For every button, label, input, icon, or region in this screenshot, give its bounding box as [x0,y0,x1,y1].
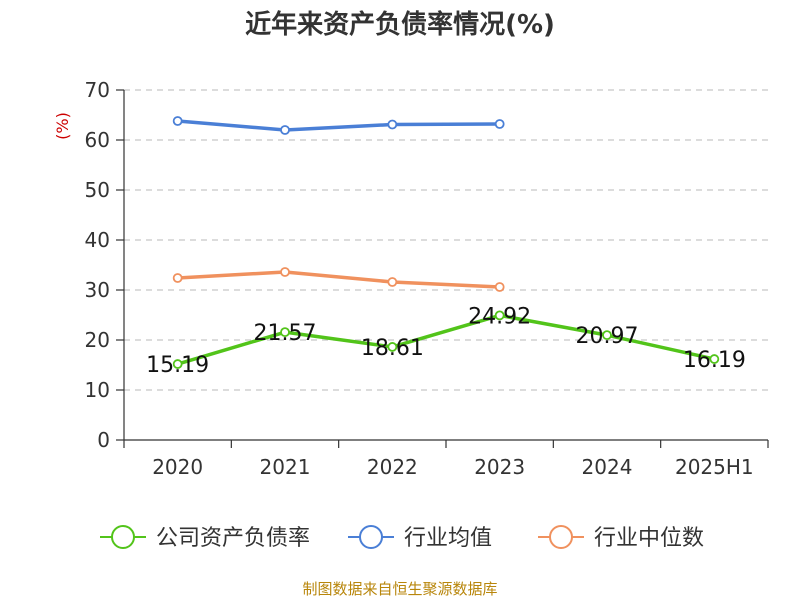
data-label: 21.57 [254,321,317,346]
legend-item-0[interactable]: 公司资产负债率 [100,525,310,551]
data-label: 15.19 [146,353,209,378]
legend-item-1[interactable]: 行业均值 [348,525,492,551]
series-group: 15.19 21.57 18.61 24.92 20.97 16.19 [146,116,746,378]
x-tick-label: 2022 [367,455,418,479]
data-point [387,119,398,130]
data-point [494,282,505,292]
legend-marker [549,525,573,549]
x-tick-label: 2024 [582,455,633,479]
y-tick-label: 30 [85,278,110,302]
y-axis-unit: (%) [53,112,72,140]
legend-label: 公司资产负债率 [156,526,310,551]
data-point [280,327,290,338]
chart-title: 近年来资产负债率情况(%) [245,9,555,40]
legend-marker [359,525,383,549]
data-point [280,125,290,135]
source-note: 制图数据来自恒生聚源数据库 [302,580,497,598]
legend-item-2[interactable]: 行业中位数 [538,525,704,551]
data-point [494,119,505,129]
data-point [280,267,290,277]
data-point [387,277,398,287]
data-point [494,310,505,321]
series-line-1 [177,119,500,132]
data-point [602,330,612,341]
y-axis: 0 10 20 30 40 50 60 70 [85,78,125,452]
legend: 公司资产负债率 行业均值 行业中位数 [100,525,704,551]
y-tick-label: 0 [97,428,110,452]
y-tick-label: 40 [85,228,110,252]
grid-lines [124,89,768,391]
data-label: 24.92 [468,304,531,329]
data-point [172,359,183,369]
y-tick-label: 50 [85,178,110,202]
y-tick-label: 70 [85,78,110,102]
data-label: 16.19 [683,348,746,373]
x-tick-label: 2023 [474,455,525,479]
data-label: 18.61 [361,336,424,361]
legend-label: 行业均值 [404,526,492,551]
x-tick-label: 2021 [260,455,311,479]
data-point [172,273,183,283]
data-point [387,342,398,352]
x-tick-label: 2020 [152,455,203,479]
y-tick-label: 60 [85,128,110,152]
y-tick-label: 10 [85,378,110,402]
legend-marker [111,525,135,549]
data-point [172,116,183,126]
x-axis: 2020 2021 2022 2023 2024 2025H1 [123,439,769,479]
legend-label: 行业中位数 [594,526,704,551]
series-line-2 [177,270,500,289]
x-tick-label: 2025H1 [675,455,754,479]
series-line-0 [177,313,715,366]
data-point [709,354,720,364]
data-label: 20.97 [576,324,639,349]
y-tick-label: 20 [85,328,110,352]
